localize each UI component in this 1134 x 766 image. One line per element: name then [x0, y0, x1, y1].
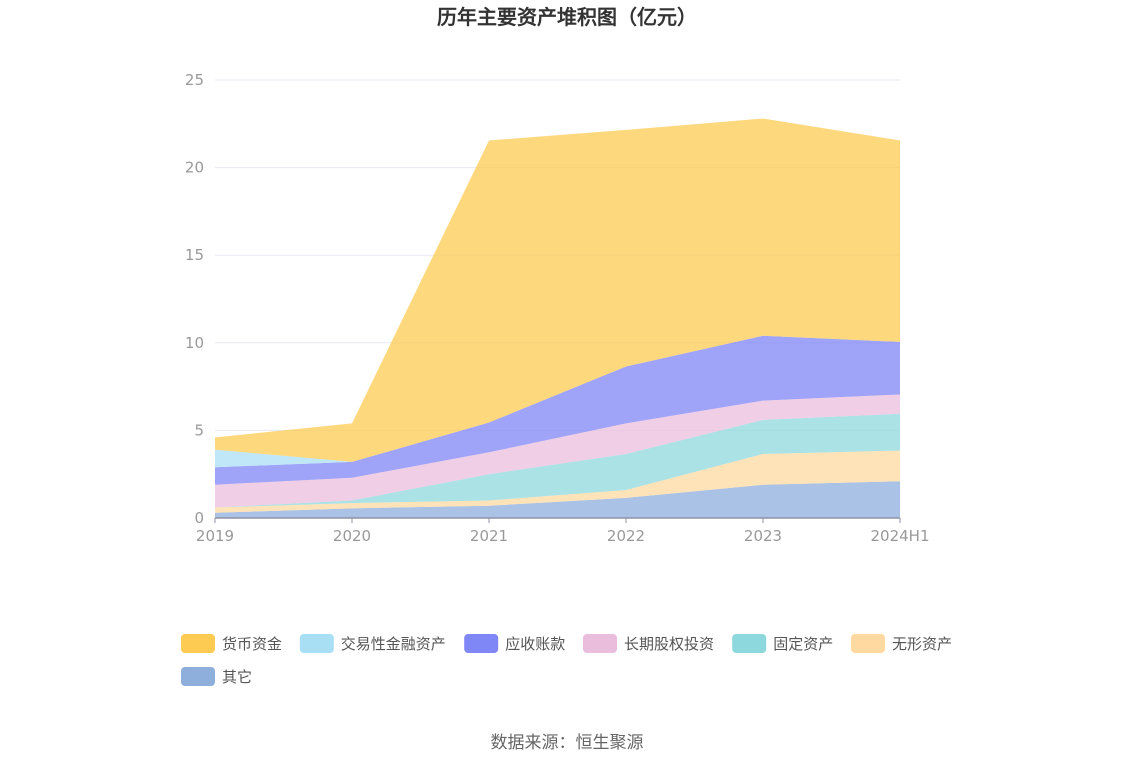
legend-item[interactable]: 固定资产	[732, 634, 833, 653]
legend-swatch	[851, 634, 885, 653]
y-tick-label: 5	[194, 421, 204, 439]
legend-swatch	[181, 634, 215, 653]
area-series-2	[215, 413, 900, 508]
y-tick-label: 25	[185, 71, 204, 89]
data-source-note: 数据来源：恒生聚源	[490, 733, 644, 753]
area-series-1	[215, 450, 900, 513]
legend-label: 固定资产	[773, 635, 833, 653]
legend-item[interactable]: 交易性金融资产	[299, 634, 446, 653]
legend-swatch	[583, 634, 617, 653]
x-axis-ticks: 2019 2020 2021 2022 2023 2024H1	[196, 527, 930, 545]
y-tick-label: 0	[194, 509, 204, 527]
legend-label: 应收账款	[505, 635, 565, 653]
y-tick-label: 15	[185, 246, 204, 264]
legend-label: 交易性金融资产	[341, 635, 446, 653]
legend-label: 货币资金	[222, 635, 282, 653]
x-tick-label: 2021	[470, 527, 508, 545]
legend-item[interactable]: 长期股权投资	[583, 634, 714, 653]
legend-label: 长期股权投资	[624, 635, 714, 653]
legend-swatch	[732, 634, 767, 653]
legend-item[interactable]: 无形资产	[851, 634, 952, 653]
legend-swatch	[181, 667, 215, 686]
chart-title: 历年主要资产堆积图（亿元）	[437, 5, 697, 29]
y-tick-label: 20	[185, 159, 204, 177]
x-tick-label: 2020	[333, 527, 371, 545]
x-tick-label: 2023	[744, 527, 782, 545]
area-series-6	[215, 118, 900, 462]
legend-swatch	[464, 634, 499, 653]
area-series-3	[215, 394, 900, 508]
legend-item[interactable]: 货币资金	[181, 634, 282, 653]
area-series	[215, 118, 900, 518]
x-tick-label: 2024H1	[871, 527, 930, 545]
y-axis-ticks: 0 5 10 15 20 25	[185, 71, 204, 527]
x-axis	[214, 517, 901, 523]
area-series-4	[215, 335, 900, 485]
legend-item[interactable]: 其它	[181, 667, 252, 686]
legend-label: 其它	[222, 668, 252, 686]
x-tick-label: 2019	[196, 527, 234, 545]
legend-item[interactable]: 应收账款	[464, 634, 565, 653]
y-tick-label: 10	[185, 334, 204, 352]
legend-label: 无形资产	[892, 635, 952, 653]
legend-swatch	[299, 634, 334, 653]
x-tick-label: 2022	[607, 527, 645, 545]
area-series-0	[215, 481, 900, 518]
